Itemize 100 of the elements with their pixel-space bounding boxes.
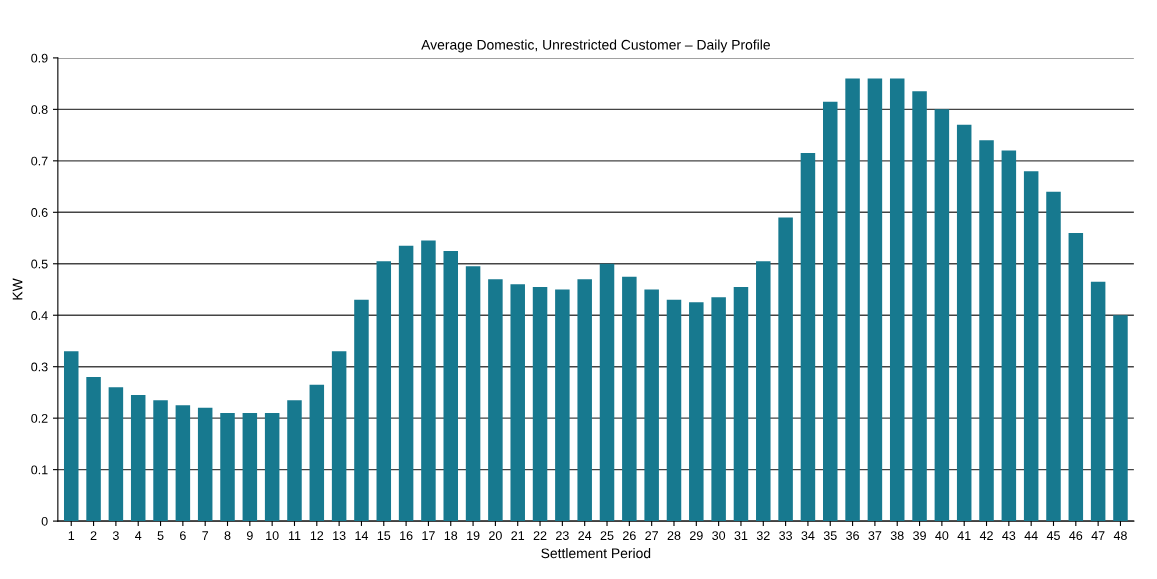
x-tick-label: 15 (377, 531, 391, 540)
x-tick-label: 38 (890, 531, 904, 540)
x-tick-label: 33 (779, 531, 793, 540)
x-tick-label: 45 (1046, 531, 1060, 540)
bar (421, 240, 436, 522)
bar (108, 387, 124, 522)
x-tick-label: 8 (224, 531, 231, 540)
bar (197, 407, 213, 522)
x-tick-label: 6 (180, 531, 186, 540)
bar (800, 153, 816, 522)
bar (889, 78, 905, 522)
y-tick-label: 0.2 (31, 413, 48, 423)
bar (376, 261, 392, 522)
x-tick-label: 29 (689, 531, 703, 540)
x-tick-label: 44 (1024, 531, 1038, 540)
bar (331, 351, 347, 522)
x-tick-label: 14 (355, 531, 369, 540)
x-tick-label: 4 (135, 531, 142, 540)
bar (532, 286, 548, 522)
x-tick-label: 7 (202, 531, 209, 540)
bar (756, 261, 771, 522)
bar (599, 263, 615, 522)
bar (443, 250, 459, 522)
bar (1023, 171, 1039, 522)
x-tick-label: 26 (623, 531, 636, 540)
x-tick-label: 43 (1002, 531, 1016, 540)
bar (1090, 281, 1106, 522)
bar (175, 405, 191, 522)
chart-title: Average Domestic, Unrestricted Customer – Daily Profile (421, 39, 770, 53)
x-tick-label: 32 (756, 531, 770, 540)
bar (220, 413, 235, 522)
bar (264, 413, 280, 522)
bar (622, 276, 637, 522)
x-tick-label: 1 (68, 531, 75, 540)
x-tick-label: 35 (823, 531, 837, 540)
x-tick-label: 48 (1113, 531, 1127, 540)
x-tick-label: 2 (90, 531, 97, 540)
x-tick-label: 37 (868, 531, 882, 540)
y-tick-label: 0.3 (31, 362, 48, 372)
bar (934, 109, 950, 522)
y-tick-label: 0 (41, 516, 48, 526)
x-tick-label: 5 (157, 531, 164, 540)
x-tick-label: 16 (400, 531, 413, 540)
x-tick-label: 17 (422, 531, 435, 540)
x-tick-label: 9 (246, 531, 253, 540)
bar (1068, 232, 1084, 522)
y-tick-label: 0.5 (31, 259, 48, 269)
y-tick-label: 0.6 (31, 208, 48, 217)
bar (956, 124, 972, 522)
x-tick-label: 40 (935, 531, 949, 540)
bar (398, 245, 414, 522)
bar (555, 289, 570, 522)
x-tick-label: 47 (1091, 531, 1105, 540)
y-tick-label: 0.8 (31, 105, 48, 115)
bar (823, 101, 838, 522)
x-tick-label: 3 (112, 531, 119, 540)
y-tick-label: 0.4 (31, 311, 48, 320)
x-tick-label: 25 (600, 531, 614, 540)
x-tick-label: 20 (489, 531, 502, 540)
bar (867, 78, 883, 522)
bar (63, 351, 79, 522)
x-tick-label: 12 (310, 531, 324, 540)
bar (979, 140, 994, 522)
x-tick-label: 23 (556, 531, 569, 540)
x-tick-label: 10 (266, 531, 279, 540)
bar (1113, 315, 1128, 522)
x-tick-label: 28 (667, 531, 681, 540)
bar (465, 266, 481, 522)
bar (1046, 191, 1061, 522)
x-axis-title: Settlement Period (541, 548, 651, 559)
x-tick-label: 31 (734, 531, 748, 540)
x-tick-label: 36 (846, 531, 859, 540)
bar (577, 279, 592, 522)
x-tick-label: 18 (444, 531, 458, 540)
bar (354, 299, 369, 522)
bar (1001, 150, 1017, 522)
y-tick-label: 0.9 (31, 53, 48, 63)
x-tick-label: 39 (913, 531, 926, 540)
x-tick-label: 21 (511, 531, 525, 540)
bar (488, 279, 503, 522)
bar (510, 284, 525, 522)
bar (242, 413, 258, 522)
bar (845, 78, 860, 522)
y-tick-label: 0.7 (31, 156, 48, 166)
bar (778, 217, 793, 522)
x-tick-label: 27 (645, 531, 658, 540)
bar (689, 302, 704, 522)
bar (309, 384, 325, 522)
x-tick-label: 42 (979, 531, 993, 540)
bar (130, 395, 146, 522)
x-tick-label: 41 (957, 531, 971, 540)
bar (644, 289, 659, 522)
y-axis-title: KW (12, 278, 23, 300)
x-tick-label: 13 (333, 531, 346, 540)
bar (287, 400, 302, 522)
bar (666, 299, 682, 522)
bar (733, 286, 749, 522)
x-tick-label: 11 (288, 531, 301, 540)
y-tick-label: 0.1 (31, 465, 48, 475)
x-tick-label: 24 (578, 531, 592, 540)
